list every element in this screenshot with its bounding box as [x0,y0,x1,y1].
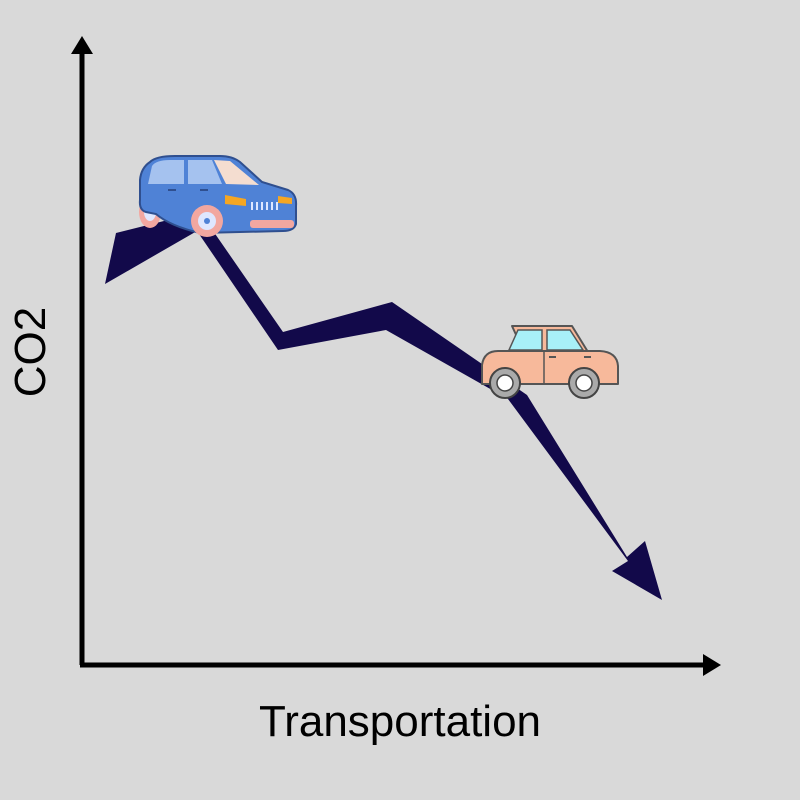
x-axis-label: Transportation [258,697,542,746]
axes [71,36,721,676]
y-axis-label: CO2 [6,306,55,398]
downward-zigzag-arrow-icon [105,212,662,600]
suv-icon [138,155,298,237]
car-icon [481,325,619,399]
trend-arrow [105,212,662,600]
x-axis-arrowhead [703,654,721,676]
y-axis-arrowhead [71,36,93,54]
